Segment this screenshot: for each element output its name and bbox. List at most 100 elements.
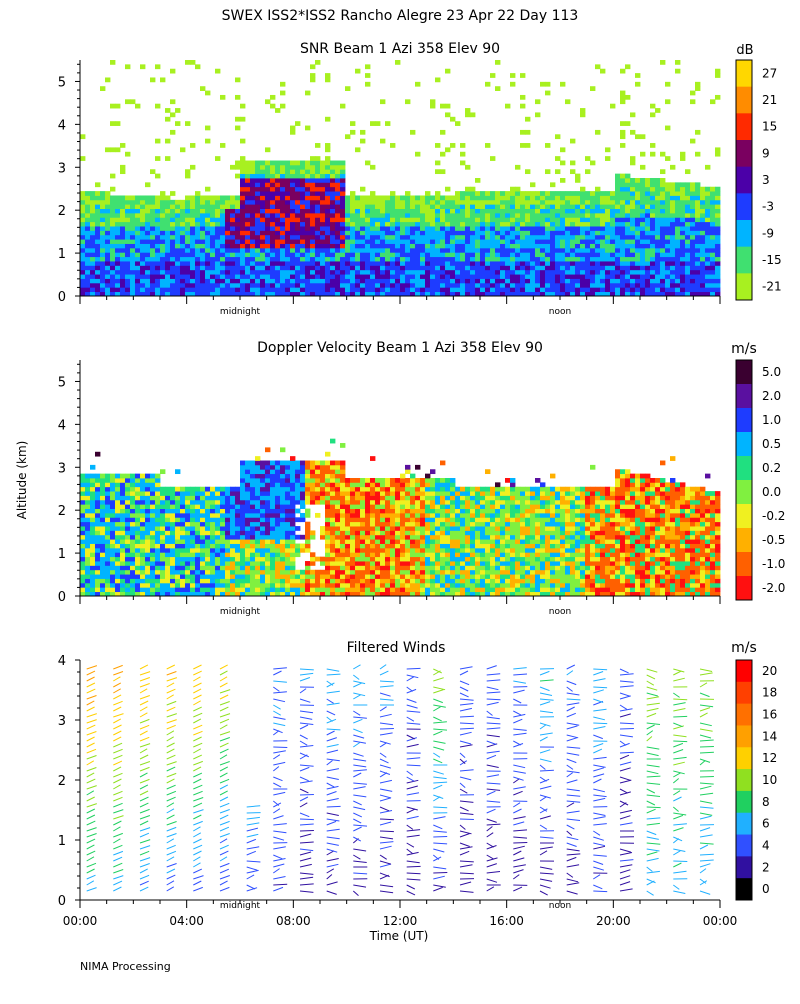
snr-cell <box>175 244 180 249</box>
doppler-cell <box>210 535 215 540</box>
doppler-cell <box>165 491 170 496</box>
doppler-cell <box>335 509 340 514</box>
snr-cell <box>285 265 290 270</box>
snr-cell <box>645 287 650 292</box>
doppler-cell <box>200 565 205 570</box>
snr-cell <box>700 213 705 218</box>
doppler-cell <box>235 561 240 566</box>
snr-cell <box>235 257 240 262</box>
snr-cell <box>485 248 490 253</box>
doppler-cell <box>290 565 295 570</box>
snr-cell <box>675 230 680 235</box>
snr-cell <box>190 248 195 253</box>
snr-cell <box>275 257 280 262</box>
snr-cell <box>660 274 665 279</box>
snr-cell <box>300 235 305 240</box>
snr-cell <box>555 265 560 270</box>
snr-cell <box>230 217 235 222</box>
doppler-cell <box>80 509 85 514</box>
snr-cell <box>685 279 690 284</box>
snr-cell <box>715 270 720 275</box>
doppler-cell <box>290 504 295 509</box>
snr-cell <box>275 252 280 257</box>
snr-cell <box>460 213 465 218</box>
snr-cell <box>210 279 215 284</box>
snr-cell <box>605 226 610 231</box>
snr-cell <box>405 279 410 284</box>
snr-cell <box>90 252 95 257</box>
snr-cell <box>560 248 565 253</box>
snr-cell <box>570 274 575 279</box>
snr-cell <box>250 217 255 222</box>
doppler-cell <box>180 539 185 544</box>
snr-cell <box>125 200 130 205</box>
snr-cell <box>275 165 280 170</box>
doppler-cell <box>325 469 330 474</box>
snr-cell <box>300 182 305 187</box>
snr-cell <box>510 200 515 205</box>
doppler-cell <box>130 500 135 505</box>
snr-cell <box>125 257 130 262</box>
doppler-cell <box>280 500 285 505</box>
snr-cell <box>425 200 430 205</box>
snr-cell <box>115 287 120 292</box>
doppler-cell <box>255 478 260 483</box>
doppler-cell <box>260 487 265 492</box>
snr-cell <box>210 213 215 218</box>
snr-cell <box>145 283 150 288</box>
snr-cell <box>290 261 295 266</box>
snr-cell <box>705 200 710 205</box>
snr-cell <box>120 222 125 227</box>
snr-cell <box>610 248 615 253</box>
snr-cell <box>670 274 675 279</box>
doppler-cell <box>235 522 240 527</box>
doppler-cell <box>335 513 340 518</box>
snr-cell <box>350 204 355 209</box>
snr-cell <box>395 244 400 249</box>
snr-cell <box>335 204 340 209</box>
doppler-cell <box>300 513 305 518</box>
snr-cell <box>210 200 215 205</box>
doppler-cell <box>80 561 85 566</box>
doppler-cell <box>330 495 335 500</box>
snr-cell <box>475 257 480 262</box>
snr-cell <box>635 248 640 253</box>
snr-cell <box>575 226 580 231</box>
doppler-cell <box>235 557 240 562</box>
doppler-cell <box>310 500 315 505</box>
snr-cell <box>590 287 595 292</box>
snr-cell <box>285 209 290 214</box>
snr-cell <box>540 257 545 262</box>
snr-cell <box>340 265 345 270</box>
snr-cell <box>695 200 700 205</box>
snr-cell <box>560 147 565 152</box>
snr-cell <box>230 287 235 292</box>
doppler-cell <box>130 574 135 579</box>
doppler-cell <box>145 513 150 518</box>
snr-cell <box>80 213 85 218</box>
snr-cell <box>350 226 355 231</box>
snr-cell <box>670 191 675 196</box>
snr-cell <box>590 261 595 266</box>
doppler-cell <box>155 522 160 527</box>
snr-cell <box>500 222 505 227</box>
snr-cell <box>320 182 325 187</box>
doppler-cell <box>255 509 260 514</box>
snr-cell <box>585 222 590 227</box>
snr-cell <box>185 244 190 249</box>
snr-cell <box>375 230 380 235</box>
snr-cell <box>285 204 290 209</box>
doppler-cell <box>95 491 100 496</box>
doppler-cell <box>270 579 275 584</box>
snr-cell <box>575 209 580 214</box>
doppler-cell <box>255 579 260 584</box>
doppler-cell <box>155 535 160 540</box>
snr-cell <box>170 213 175 218</box>
snr-cell <box>130 195 135 200</box>
doppler-cell <box>125 552 130 557</box>
doppler-cell <box>145 552 150 557</box>
snr-cell <box>590 204 595 209</box>
snr-cell <box>215 209 220 214</box>
snr-cell <box>155 104 160 109</box>
doppler-cell <box>95 557 100 562</box>
